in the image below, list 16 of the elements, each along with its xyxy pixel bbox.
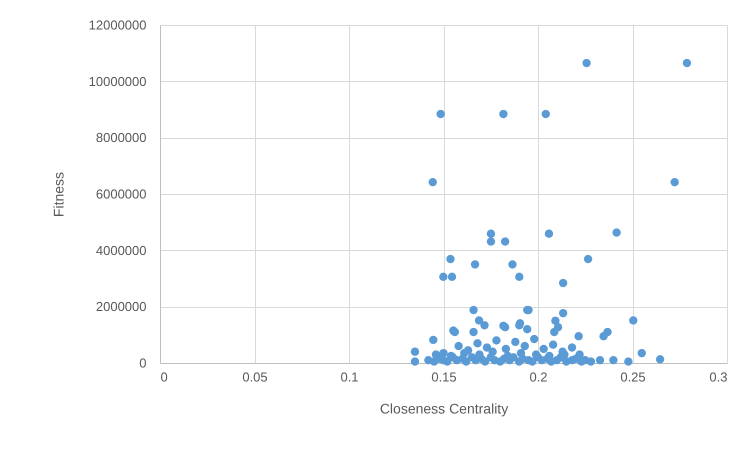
y-axis-title: Fitness (50, 172, 67, 218)
x-tick-label: 0.05 (242, 370, 268, 384)
x-tick-label: 0 (160, 370, 168, 384)
y-tick-label: 8000000 (96, 130, 146, 146)
x-axis-title: Closeness Centrality (380, 400, 508, 416)
y-tick-label: 10000000 (88, 74, 146, 89)
y-tick-label: 4000000 (96, 242, 146, 258)
y-tick-label: 2000000 (96, 299, 146, 314)
x-tick-label: 0.3 (709, 370, 728, 384)
y-tick-label: 0 (139, 356, 146, 370)
y-tick-label: 6000000 (96, 186, 146, 202)
x-tick-label: 0.2 (529, 370, 548, 384)
x-tick-label: 0.25 (620, 370, 646, 384)
x-tick-label: 0.1 (340, 370, 359, 384)
x-tick-label: 0.15 (431, 370, 457, 384)
y-tick-label: 12000000 (88, 18, 146, 32)
